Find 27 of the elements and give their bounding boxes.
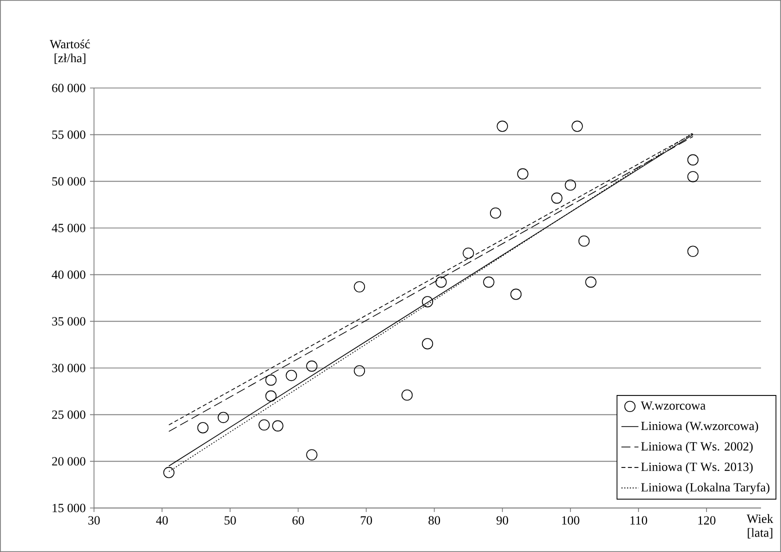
- x-tick-label: 30: [88, 516, 100, 525]
- x-tick-label: 70: [360, 516, 372, 525]
- x-axis-title: Wiek [lata]: [746, 514, 774, 538]
- y-tick-label: 55 000: [52, 130, 86, 139]
- x-tick-label: 50: [224, 516, 236, 525]
- legend-label: Liniowa (W.wzorcowa): [641, 421, 758, 433]
- y-axis-title: Wartość [zł/ha]: [50, 40, 90, 64]
- legend-label: Liniowa (T Ws. 2002): [641, 442, 753, 454]
- y-tick-label: 15 000: [52, 504, 86, 512]
- x-tick-label: 110: [630, 516, 648, 525]
- y-tick-label: 35 000: [52, 317, 86, 326]
- y-tick-label: 45 000: [52, 224, 86, 232]
- y-tick-label: 20 000: [52, 457, 86, 466]
- x-tick-label: 80: [428, 516, 440, 525]
- y-tick-label: 60 000: [52, 84, 86, 92]
- y-tick-label: 25 000: [52, 410, 86, 419]
- y-tick-label: 40 000: [52, 270, 86, 279]
- x-tick-label: 90: [496, 516, 508, 525]
- x-tick-label: 40: [156, 516, 168, 525]
- y-tick-label: 50 000: [52, 177, 86, 186]
- legend-label: W.wzorcowa: [640, 401, 706, 410]
- legend-label: Liniowa (Lokalna Taryfa): [641, 482, 770, 494]
- y-tick-label: 30 000: [52, 364, 86, 372]
- x-tick-label: 120: [698, 516, 716, 525]
- x-tick-label: 100: [562, 516, 580, 525]
- legend-label: Liniowa (T Ws. 2013): [641, 462, 753, 474]
- x-tick-label: 60: [292, 516, 304, 525]
